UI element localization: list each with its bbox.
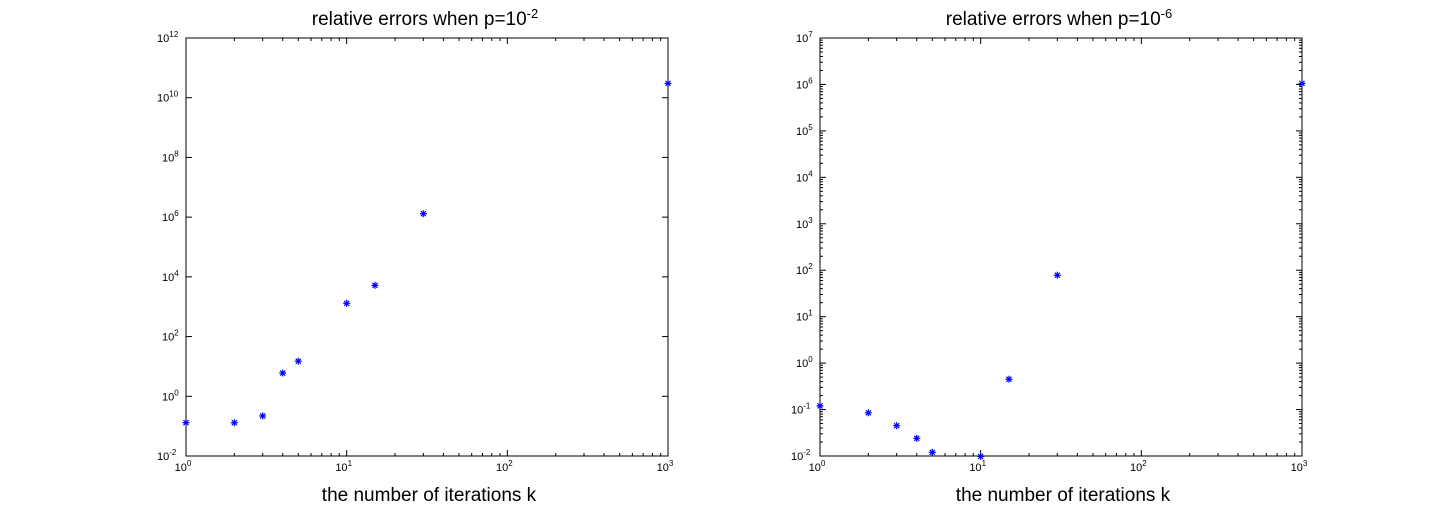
- data-point: [928, 448, 936, 456]
- data-point: [913, 434, 921, 442]
- data-point: [1298, 79, 1306, 87]
- y-tick-label: 104: [796, 169, 813, 184]
- x-tick-label: 102: [496, 459, 513, 474]
- data-point: [864, 409, 872, 417]
- data-point: [182, 419, 190, 427]
- y-tick-label: 106: [162, 209, 179, 224]
- y-tick-label: 102: [796, 262, 813, 277]
- data-point: [977, 452, 985, 460]
- data-point: [279, 369, 287, 377]
- data-point: [343, 299, 351, 307]
- chart-right: relative errors when p=10-6 the number of…: [791, 6, 1308, 506]
- y-tick-label: 1010: [157, 90, 179, 105]
- data-point: [816, 402, 824, 410]
- x-tick-label: 101: [969, 459, 986, 474]
- y-tick-label: 101: [796, 309, 813, 324]
- x-tick-label: 103: [657, 459, 674, 474]
- x-tick-label: 103: [1291, 459, 1308, 474]
- data-point: [230, 419, 238, 427]
- x-axis-label: the number of iterations k: [956, 485, 1171, 506]
- data-point: [419, 210, 427, 218]
- y-tick-label: 108: [162, 149, 179, 164]
- axes-box: [819, 37, 1303, 457]
- y-tick-label: 10-1: [791, 402, 811, 417]
- data-point: [371, 281, 379, 289]
- y-tick-label: 10-2: [157, 448, 177, 463]
- x-tick-label: 100: [175, 459, 192, 474]
- data-point: [893, 422, 901, 430]
- y-tick-label: 100: [162, 388, 179, 403]
- y-tick-label: 102: [162, 329, 179, 344]
- x-tick-label: 100: [809, 459, 826, 474]
- data-point: [1005, 375, 1013, 383]
- chart-left: relative errors when p=10-2 the number of…: [157, 6, 674, 506]
- x-tick-label: 101: [335, 459, 352, 474]
- chart-title: relative errors when p=10-2: [312, 6, 538, 30]
- y-tick-label: 100: [796, 355, 813, 370]
- x-tick-label: 102: [1130, 459, 1147, 474]
- data-point: [294, 357, 302, 365]
- y-tick-label: 1012: [157, 30, 179, 45]
- x-axis-label: the number of iterations k: [322, 485, 537, 506]
- y-tick-label: 104: [162, 269, 179, 284]
- y-tick-label: 105: [796, 123, 813, 138]
- data-point: [1053, 271, 1061, 279]
- data-point: [259, 412, 267, 420]
- axes-box: [185, 37, 669, 457]
- y-tick-label: 106: [796, 76, 813, 91]
- data-point: [664, 79, 672, 87]
- y-tick-label: 107: [796, 30, 813, 45]
- y-tick-label: 103: [796, 216, 813, 231]
- y-tick-label: 10-2: [791, 448, 811, 463]
- chart-title: relative errors when p=10-6: [946, 6, 1172, 30]
